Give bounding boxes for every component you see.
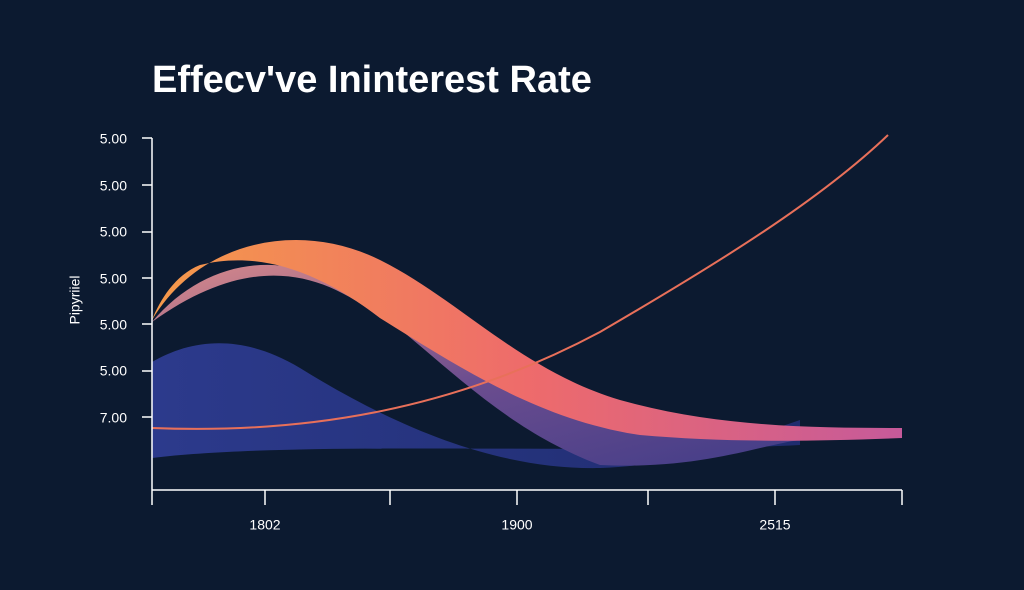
y-tick-label: 5.00 xyxy=(100,271,127,287)
y-tick-label: 5.00 xyxy=(100,178,127,194)
chart-title: Effecv've Ininterest Rate xyxy=(152,59,592,101)
y-axis-label: Pipyriiel xyxy=(67,275,83,324)
x-tick-label: 1900 xyxy=(501,517,532,533)
navy-area xyxy=(152,343,800,469)
orange-band xyxy=(152,240,902,441)
y-tick-label: 7.00 xyxy=(100,410,127,426)
axes xyxy=(142,137,903,505)
y-tick-label: 5.00 xyxy=(100,131,127,147)
y-tick-label: 5.00 xyxy=(100,224,127,240)
y-tick-label: 5.00 xyxy=(100,363,127,379)
x-tick-label: 1802 xyxy=(249,517,280,533)
y-tick-label: 5.00 xyxy=(100,317,127,333)
mauve-area xyxy=(152,264,902,466)
rate-line xyxy=(151,134,889,430)
x-tick-label: 2515 xyxy=(759,517,790,533)
